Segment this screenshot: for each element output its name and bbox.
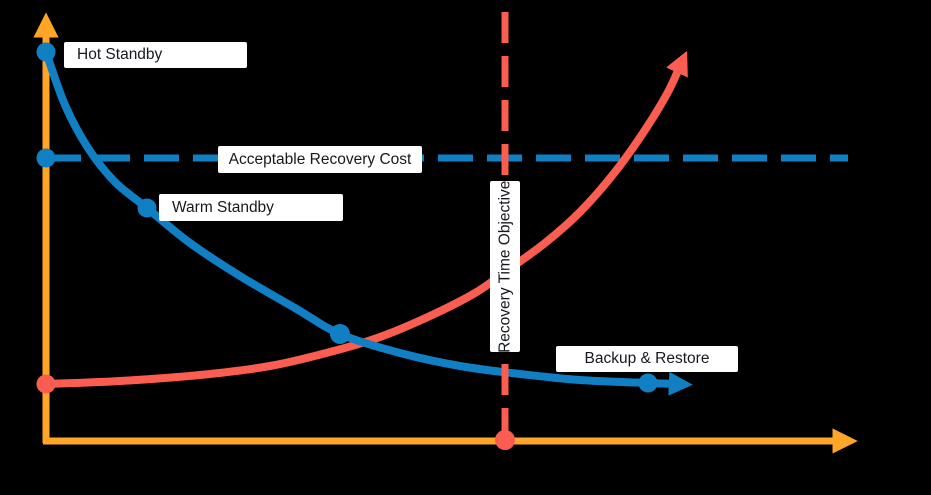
recovery-time-objective-label: Recovery Time Objective <box>490 180 520 353</box>
warm-standby-label-text: Warm Standby <box>172 198 274 216</box>
hot-standby-label: Hot Standby <box>64 42 247 68</box>
rto-axis-dot <box>495 430 515 450</box>
hot-standby-dot <box>36 42 56 62</box>
blue-curve <box>42 48 693 396</box>
acceptable-recovery-cost-label: Acceptable Recovery Cost <box>218 146 422 173</box>
red-curve-start-dot <box>36 374 56 394</box>
warm-standby-label: Warm Standby <box>159 194 343 221</box>
backup-restore-label-text: Backup & Restore <box>584 350 710 368</box>
recovery-time-objective-label-text: Recovery Time Objective <box>496 180 514 353</box>
curve-dots <box>36 42 658 450</box>
acceptable-recovery-cost-label-text: Acceptable Recovery Cost <box>228 150 412 168</box>
acceptable-cost-axis-dot <box>36 148 56 168</box>
backup-restore-dot <box>638 373 658 393</box>
hot-standby-label-text: Hot Standby <box>77 46 163 64</box>
mid-curve-dot <box>330 324 350 344</box>
red-curve <box>42 50 688 388</box>
warm-standby-dot <box>137 198 157 218</box>
backup-restore-label: Backup & Restore <box>556 346 738 372</box>
